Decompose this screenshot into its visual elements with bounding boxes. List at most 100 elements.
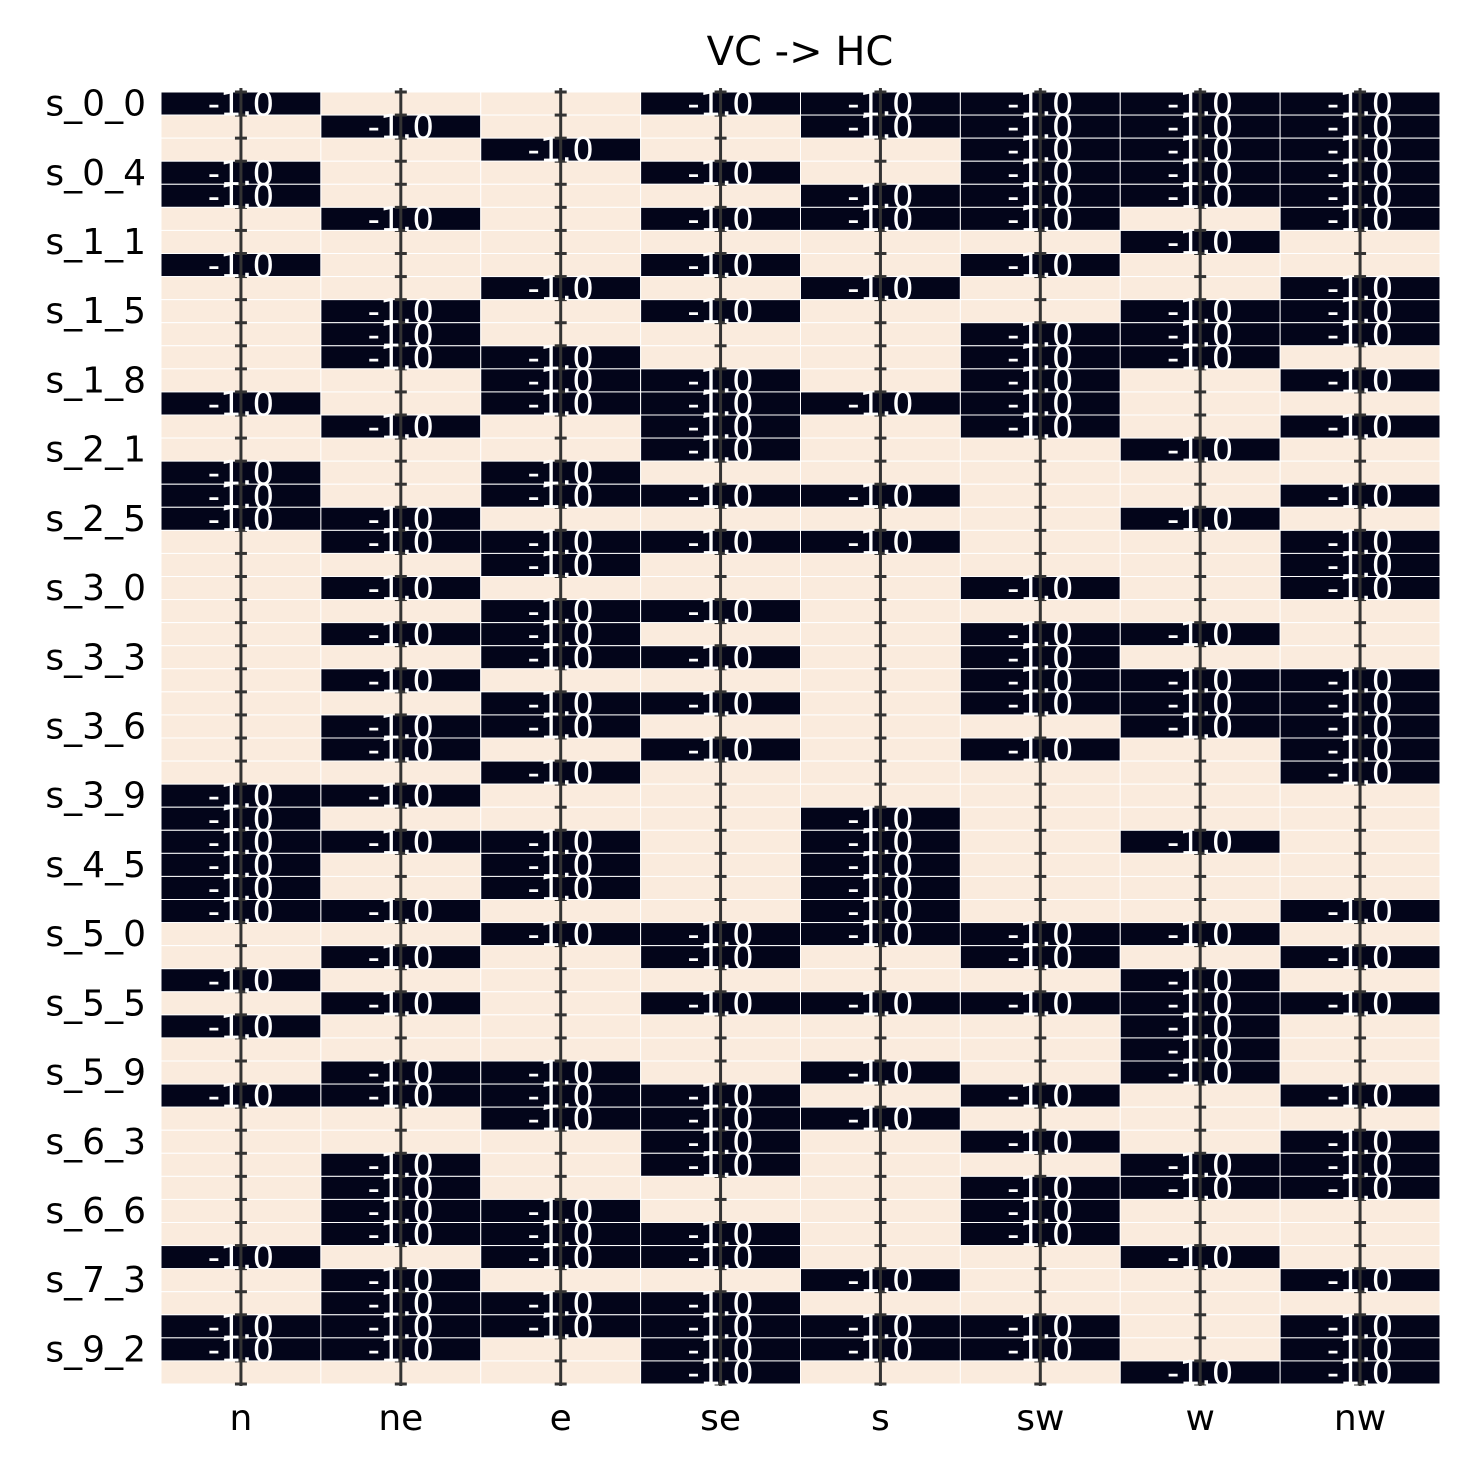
cell-value-label: -1.0 — [1167, 500, 1233, 540]
cell-value-label: -1.0 — [528, 638, 594, 678]
cell-value-label: -1.0 — [528, 1100, 594, 1140]
cell-value-label: -1.0 — [368, 661, 434, 701]
y-tick-label: s_1_5 — [45, 291, 146, 332]
x-tick-label: nw — [1334, 1398, 1386, 1439]
cell-value-label: -1.0 — [847, 823, 913, 863]
cell-value-label: -1.0 — [1327, 1353, 1393, 1393]
cell-value-label: -1.0 — [687, 938, 753, 978]
cell-value-label: -1.0 — [847, 869, 913, 909]
y-tick-label: s_4_5 — [45, 845, 146, 886]
cell-value-label: -1.0 — [368, 777, 434, 817]
cell-value-label: -1.0 — [368, 731, 434, 771]
cell-value-label: -1.0 — [1327, 546, 1393, 586]
cell-value-label: -1.0 — [1167, 431, 1233, 471]
cell-value-label: -1.0 — [1007, 1169, 1073, 1209]
cell-value-label: -1.0 — [1007, 315, 1073, 355]
cell-value-label: -1.0 — [687, 1146, 753, 1186]
cell-value-label: -1.0 — [208, 892, 274, 932]
cell-value-label: -1.0 — [1327, 408, 1393, 448]
cell-value-label: -1.0 — [1007, 177, 1073, 217]
cell-value-label: -1.0 — [368, 1307, 434, 1347]
cell-value-label: -1.0 — [687, 477, 753, 517]
cell-value-label: -1.0 — [847, 892, 913, 932]
y-tick-label: s_3_6 — [45, 706, 146, 747]
cell-value-label: -1.0 — [1327, 707, 1393, 747]
cell-value-label: -1.0 — [1167, 615, 1233, 655]
cell-value-label: -1.0 — [528, 477, 594, 517]
cell-value-label: -1.0 — [528, 846, 594, 886]
y-tick-label: s_2_1 — [45, 430, 146, 471]
cell-value-label: -1.0 — [687, 85, 753, 125]
cell-value-label: -1.0 — [1007, 1192, 1073, 1232]
cell-value-label: -1.0 — [687, 292, 753, 332]
cell-value-label: -1.0 — [1327, 731, 1393, 771]
cell-value-label: -1.0 — [687, 915, 753, 955]
cell-value-label: -1.0 — [1327, 938, 1393, 978]
cell-value-label: -1.0 — [1007, 154, 1073, 194]
cell-value-label: -1.0 — [368, 292, 434, 332]
y-tick-label: s_1_1 — [45, 222, 146, 263]
cell-value-label: -1.0 — [528, 823, 594, 863]
cell-value-label: -1.0 — [528, 546, 594, 586]
cell-value-label: -1.0 — [208, 1307, 274, 1347]
cell-value-label: -1.0 — [847, 1054, 913, 1094]
cell-value-label: -1.0 — [368, 1169, 434, 1209]
y-tick-label: s_0_4 — [45, 153, 146, 194]
cell-value-label: -1.0 — [208, 1330, 274, 1370]
cell-value-labels: -1.0 -1.0 -1.0 -1.0 -1.0 -1.0 -1.0 -1.0 -1.0 -1.0… — [208, 85, 1393, 1394]
cell-value-label: -1.0 — [1327, 315, 1393, 355]
cell-value-label: -1.0 — [687, 384, 753, 424]
cell-value-label: -1.0 — [687, 154, 753, 194]
y-axis: s_0_0 s_0_4 s_1_1 s_1_5 s_1_8 s_2_1 s_2_5 s_3_0… — [45, 84, 146, 1371]
cell-value-label: -1.0 — [1167, 1238, 1233, 1278]
chart-title: VC -> HC — [707, 29, 894, 75]
cell-value-label: -1.0 — [368, 200, 434, 240]
cell-value-label: -1.0 — [1167, 1146, 1233, 1186]
cell-value-label: -1.0 — [528, 384, 594, 424]
cell-value-label: -1.0 — [368, 892, 434, 932]
cell-value-label: -1.0 — [368, 938, 434, 978]
cell-value-label: -1.0 — [1007, 1215, 1073, 1255]
cell-value-label: -1.0 — [687, 1215, 753, 1255]
cell-value-label: -1.0 — [1327, 361, 1393, 401]
cell-value-label: -1.0 — [687, 1307, 753, 1347]
cell-value-label: -1.0 — [1167, 1054, 1233, 1094]
cell-value-label: -1.0 — [208, 154, 274, 194]
cell-value-label: -1.0 — [687, 1077, 753, 1117]
cell-value-label: -1.0 — [368, 108, 434, 148]
cell-value-label: -1.0 — [1327, 108, 1393, 148]
cell-value-label: -1.0 — [847, 108, 913, 148]
cell-value-label: -1.0 — [687, 523, 753, 563]
cell-value-label: -1.0 — [1167, 1030, 1233, 1070]
cell-value-label: -1.0 — [847, 269, 913, 309]
cell-value-label: -1.0 — [1007, 338, 1073, 378]
error-bars — [234, 88, 1367, 1386]
x-axis: n ne e se s sw w nw — [230, 1398, 1387, 1439]
cell-value-label: -1.0 — [1167, 108, 1233, 148]
y-tick-label: s_3_3 — [45, 637, 146, 678]
cell-value-label: -1.0 — [1167, 961, 1233, 1001]
cell-value-label: -1.0 — [1007, 938, 1073, 978]
x-tick-label: ne — [378, 1398, 423, 1439]
cell-value-label: -1.0 — [368, 1077, 434, 1117]
x-tick-label: n — [230, 1398, 253, 1439]
cell-value-label: -1.0 — [368, 569, 434, 609]
cell-value-label: -1.0 — [208, 800, 274, 840]
cell-value-label: -1.0 — [687, 200, 753, 240]
cell-value-label: -1.0 — [847, 85, 913, 125]
cell-value-label: -1.0 — [1007, 246, 1073, 286]
y-tick-label: s_3_9 — [45, 776, 146, 817]
cell-value-label: -1.0 — [1007, 984, 1073, 1024]
cell-value-label: -1.0 — [1167, 338, 1233, 378]
cell-value-label: -1.0 — [1327, 1123, 1393, 1163]
cell-value-label: -1.0 — [368, 1330, 434, 1370]
cell-value-label: -1.0 — [847, 846, 913, 886]
cell-value-label: -1.0 — [1007, 661, 1073, 701]
cell-value-label: -1.0 — [368, 523, 434, 563]
cell-value-label: -1.0 — [1007, 108, 1073, 148]
cell-value-label: -1.0 — [528, 1238, 594, 1278]
cell-value-label: -1.0 — [1327, 684, 1393, 724]
cell-value-label: -1.0 — [1327, 1077, 1393, 1117]
